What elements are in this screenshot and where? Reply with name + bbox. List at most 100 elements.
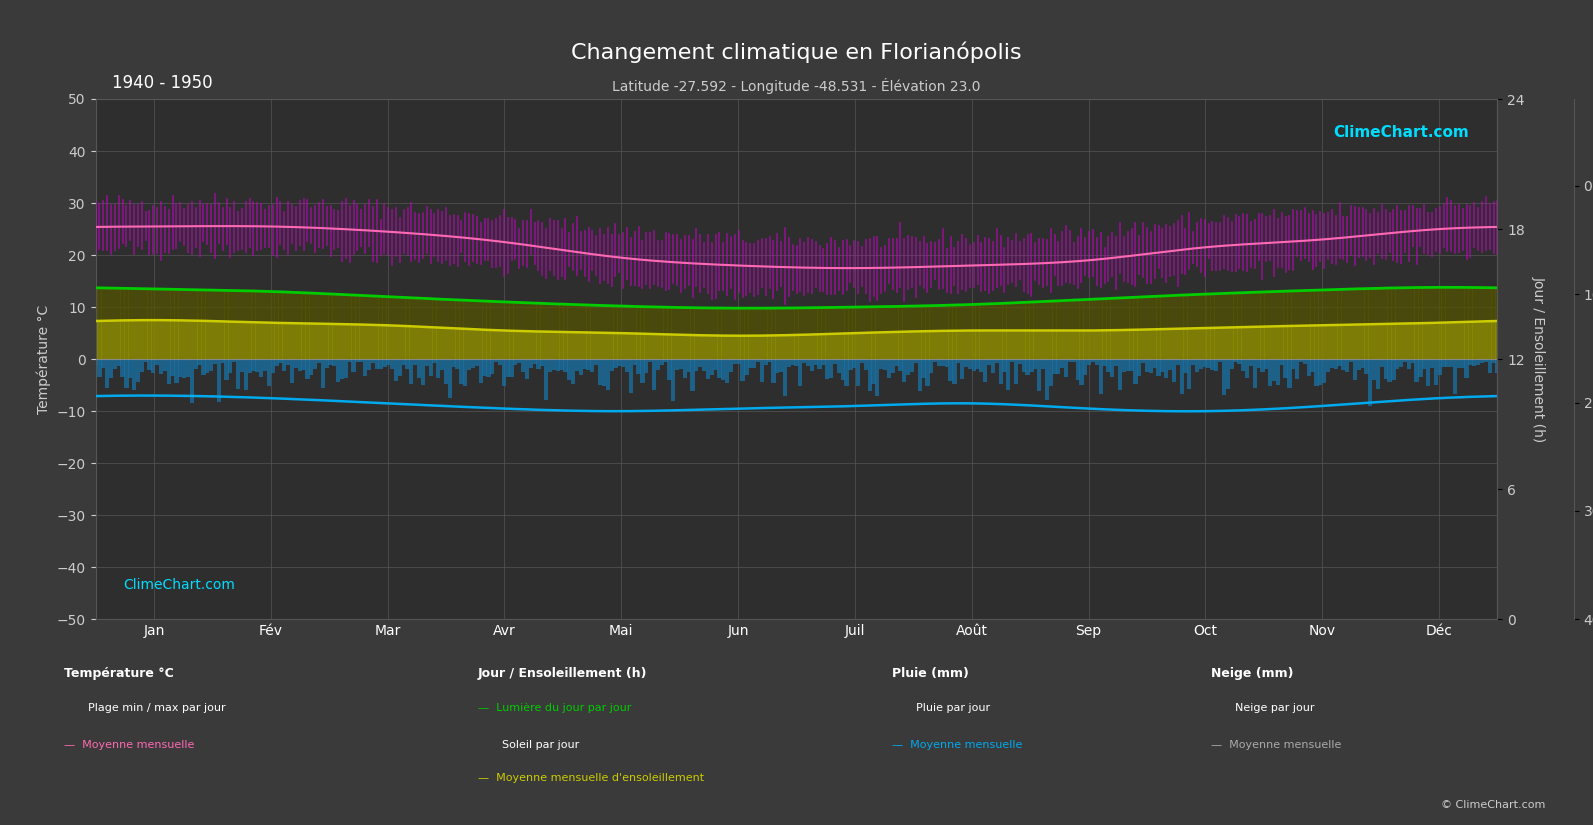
Bar bbox=[1153, 359, 1157, 368]
Bar bbox=[205, 359, 209, 373]
Bar bbox=[967, 359, 972, 369]
Bar bbox=[1306, 326, 1311, 359]
Bar bbox=[1184, 359, 1188, 373]
Bar bbox=[570, 304, 575, 332]
Bar bbox=[1265, 292, 1268, 327]
Bar bbox=[883, 307, 887, 332]
Bar bbox=[182, 290, 186, 320]
Bar bbox=[730, 336, 733, 359]
Bar bbox=[186, 290, 190, 320]
Bar bbox=[787, 335, 790, 359]
Bar bbox=[921, 306, 926, 331]
Bar bbox=[201, 321, 205, 359]
Bar bbox=[1372, 324, 1376, 359]
Bar bbox=[143, 359, 148, 362]
Bar bbox=[1018, 359, 1023, 364]
Bar bbox=[178, 290, 183, 320]
Bar bbox=[309, 293, 314, 323]
Bar bbox=[413, 298, 417, 327]
Bar bbox=[386, 325, 390, 359]
Bar bbox=[1407, 288, 1411, 323]
Bar bbox=[1372, 289, 1376, 324]
Bar bbox=[660, 307, 664, 334]
Bar bbox=[448, 299, 452, 328]
Bar bbox=[875, 332, 879, 359]
Bar bbox=[760, 359, 765, 382]
Bar bbox=[1219, 328, 1222, 359]
Bar bbox=[413, 327, 417, 359]
Bar bbox=[236, 359, 241, 389]
Bar bbox=[809, 308, 814, 334]
Bar bbox=[1306, 359, 1311, 375]
Bar bbox=[1257, 292, 1260, 327]
Bar bbox=[656, 359, 660, 370]
Bar bbox=[94, 321, 97, 359]
Bar bbox=[317, 294, 322, 323]
Bar bbox=[1083, 331, 1088, 359]
Bar bbox=[1034, 359, 1037, 369]
Bar bbox=[355, 324, 360, 359]
Bar bbox=[656, 307, 660, 334]
Bar bbox=[933, 359, 937, 362]
Bar bbox=[436, 328, 440, 359]
Bar bbox=[282, 292, 287, 323]
Bar bbox=[1129, 359, 1134, 370]
Bar bbox=[1083, 299, 1088, 331]
Bar bbox=[287, 292, 290, 323]
Bar bbox=[290, 323, 295, 359]
Bar bbox=[1195, 328, 1200, 359]
Bar bbox=[282, 323, 287, 359]
Bar bbox=[953, 305, 956, 331]
Bar bbox=[312, 359, 317, 369]
Bar bbox=[895, 306, 898, 332]
Bar bbox=[1344, 289, 1349, 325]
Bar bbox=[776, 308, 779, 336]
Bar bbox=[1330, 290, 1333, 325]
Bar bbox=[467, 329, 472, 359]
Bar bbox=[1442, 323, 1445, 359]
Bar bbox=[1029, 331, 1034, 359]
Bar bbox=[405, 359, 409, 369]
Bar bbox=[1395, 288, 1399, 323]
Text: —  Lumière du jour par jour: — Lumière du jour par jour bbox=[478, 703, 631, 713]
Bar bbox=[828, 334, 833, 359]
Bar bbox=[486, 301, 491, 330]
Bar bbox=[1418, 323, 1423, 359]
Bar bbox=[1168, 359, 1172, 370]
Bar bbox=[1442, 287, 1445, 323]
Bar bbox=[910, 306, 914, 332]
Bar bbox=[776, 359, 779, 374]
Bar bbox=[298, 293, 301, 323]
Bar bbox=[167, 290, 170, 320]
Bar bbox=[768, 359, 771, 362]
Bar bbox=[999, 304, 1002, 331]
Bar bbox=[1021, 303, 1026, 331]
Bar bbox=[1013, 303, 1018, 331]
Bar bbox=[755, 336, 760, 359]
Bar bbox=[233, 359, 236, 362]
Bar bbox=[594, 305, 599, 332]
Bar bbox=[1137, 330, 1141, 359]
Bar bbox=[1153, 296, 1157, 329]
Bar bbox=[325, 294, 328, 324]
Bar bbox=[1423, 323, 1426, 359]
Bar bbox=[1461, 322, 1466, 359]
Bar bbox=[1246, 293, 1249, 327]
Bar bbox=[545, 304, 548, 332]
Bar bbox=[293, 323, 298, 359]
Bar bbox=[763, 336, 768, 359]
Bar bbox=[398, 297, 401, 326]
Bar bbox=[855, 359, 860, 386]
Bar bbox=[1230, 328, 1235, 359]
Bar bbox=[863, 307, 868, 332]
Bar bbox=[1488, 288, 1491, 321]
Bar bbox=[1349, 325, 1352, 359]
Bar bbox=[190, 290, 194, 321]
Bar bbox=[1056, 301, 1061, 331]
Text: 1940 - 1950: 1940 - 1950 bbox=[112, 74, 212, 92]
Bar bbox=[1437, 287, 1442, 323]
Bar bbox=[752, 359, 757, 368]
Text: ClimeChart.com: ClimeChart.com bbox=[124, 578, 236, 592]
Bar bbox=[988, 331, 991, 359]
Bar bbox=[567, 359, 572, 380]
